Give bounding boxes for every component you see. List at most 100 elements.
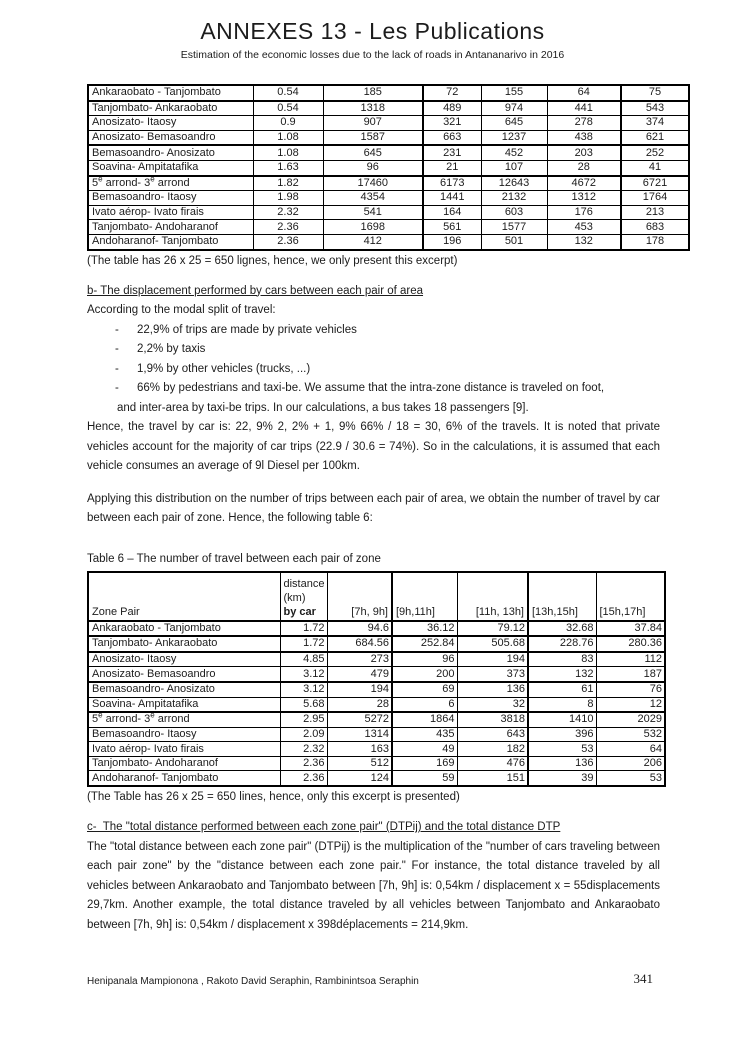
value-cell: 3.12 <box>279 681 328 698</box>
value-cell: 79.12 <box>456 620 529 638</box>
value-cell: 53 <box>595 770 666 787</box>
value-cell: 438 <box>546 129 622 147</box>
value-cell: 41 <box>620 159 690 177</box>
value-cell: 176 <box>546 204 622 221</box>
value-cell: 6721 <box>620 175 690 192</box>
value-cell: 76 <box>595 681 666 698</box>
value-cell: 1.72 <box>279 635 328 653</box>
value-cell: 107 <box>480 159 548 177</box>
value-cell: 373 <box>456 666 529 683</box>
value-cell: 621 <box>620 129 690 147</box>
value-cell: 252.84 <box>391 635 458 653</box>
section-b: b- The displacement performed by cars be… <box>87 282 660 529</box>
zone-pair-cell: Anosizato- Itaosy <box>87 651 281 668</box>
value-cell: 72 <box>422 84 482 102</box>
value-cell: 96 <box>391 651 458 668</box>
table-row: Tanjombato- Andoharanof 2.36 1698 561 1577 45… <box>87 219 690 235</box>
table-row: Andoharanof- Tanjombato 2.36 124 59 151 39 53 <box>87 770 666 787</box>
value-cell: 1864 <box>391 711 458 728</box>
value-cell: 194 <box>326 681 393 698</box>
section-b-paragraph-1: Hence, the travel by car is: 22, 9% 2, 2… <box>87 421 660 473</box>
value-cell: 39 <box>527 770 597 787</box>
value-cell: 1318 <box>322 100 424 117</box>
bullet-item: 1,9% by other vehicles (trucks, ...) <box>87 360 660 380</box>
value-cell: 136 <box>527 755 597 772</box>
hour-slot-header: [15h,17h] <box>595 571 666 622</box>
value-cell: 69 <box>391 681 458 698</box>
value-cell: 1.82 <box>252 175 324 192</box>
value-cell: 412 <box>322 233 424 251</box>
value-cell: 206 <box>595 755 666 772</box>
table-row: 5e arrond- 3e arrond 1.82 17460 6173 12643 46… <box>87 175 690 192</box>
hour-slot-header: [7h, 9h] <box>326 571 393 622</box>
table-row: Tanjombato- Andoharanof 2.36 512 169 476 136 2… <box>87 755 666 772</box>
value-cell: 2.36 <box>279 770 328 787</box>
value-cell: 2.32 <box>252 204 324 221</box>
value-cell: 0.9 <box>252 115 324 131</box>
zone-pair-header: Zone Pair <box>87 571 281 622</box>
value-cell: 32 <box>456 696 529 714</box>
value-cell: 252 <box>620 144 690 161</box>
value-cell: 489 <box>422 100 482 117</box>
value-cell: 213 <box>620 204 690 221</box>
value-cell: 83 <box>527 651 597 668</box>
value-cell: 178 <box>620 233 690 251</box>
zone-pair-cell: Tanjombato- Andoharanof <box>87 755 281 772</box>
zone-pair-cell: Tanjombato- Ankaraobato <box>87 635 281 653</box>
value-cell: 53 <box>527 741 597 757</box>
page-subtitle: Estimation of the economic losses due to… <box>180 49 565 61</box>
value-cell: 321 <box>422 115 482 131</box>
value-cell: 512 <box>326 755 393 772</box>
value-cell: 2029 <box>595 711 666 728</box>
section-b-heading: b- The displacement performed by cars be… <box>87 284 424 297</box>
section-c-paragraph: The "total distance between each zone pa… <box>87 840 660 931</box>
value-cell: 2.09 <box>279 726 328 743</box>
value-cell: 185 <box>322 84 424 102</box>
zone-pair-cell: Bemasoandro- Anosizato <box>87 681 281 698</box>
zone-pair-cell: Bemasoandro- Itaosy <box>87 190 254 206</box>
zone-pair-cell: Andoharanof- Tanjombato <box>87 233 254 251</box>
value-cell: 64 <box>546 84 622 102</box>
trips-per-zone-pair-table: Ankaraobato - Tanjombato 0.54 185 72 155 64 75… <box>87 84 690 251</box>
value-cell: 1.08 <box>252 129 324 147</box>
value-cell: 4354 <box>322 190 424 206</box>
value-cell: 17460 <box>322 175 424 192</box>
value-cell: 4672 <box>546 175 622 192</box>
zone-pair-cell: Anosizato- Bemasoandro <box>87 129 254 147</box>
value-cell: 21 <box>422 159 482 177</box>
table-row: 5e arrond- 3e arrond 2.95 5272 1864 3818 1410… <box>87 711 666 728</box>
value-cell: 645 <box>322 144 424 161</box>
zone-pair-cell: Bemasoandro- Itaosy <box>87 726 281 743</box>
value-cell: 155 <box>480 84 548 102</box>
value-cell: 1698 <box>322 219 424 235</box>
value-cell: 1587 <box>322 129 424 147</box>
value-cell: 396 <box>527 726 597 743</box>
section-b-paragraph-2: Applying this distribution on the number… <box>87 492 660 525</box>
table-row: Anosizato- Itaosy 4.85 273 96 194 83 112 <box>87 651 666 668</box>
table-row: Bemasoandro- Anosizato 3.12 194 69 136 61 76 <box>87 681 666 698</box>
value-cell: 453 <box>546 219 622 235</box>
value-cell: 1577 <box>480 219 548 235</box>
value-cell: 273 <box>326 651 393 668</box>
value-cell: 603 <box>480 204 548 221</box>
value-cell: 96 <box>322 159 424 177</box>
page-title: ANNEXES 13 - Les Publications <box>200 18 545 44</box>
value-cell: 36.12 <box>391 620 458 638</box>
value-cell: 532 <box>595 726 666 743</box>
value-cell: 64 <box>595 741 666 757</box>
value-cell: 196 <box>422 233 482 251</box>
value-cell: 974 <box>480 100 548 117</box>
table-row: Ankaraobato - Tanjombato 0.54 185 72 155 64 75 <box>87 84 690 102</box>
value-cell: 231 <box>422 144 482 161</box>
value-cell: 2.95 <box>279 711 328 728</box>
table-row: Soavina- Ampitatafika 1.63 96 21 107 28 41 <box>87 159 690 177</box>
value-cell: 505.68 <box>456 635 529 653</box>
bullet-item: 22,9% of trips are made by private vehic… <box>87 321 660 341</box>
value-cell: 280.36 <box>595 635 666 653</box>
table6-title: Table 6 – The number of travel between e… <box>87 552 381 565</box>
table-row: Bemasoandro- Itaosy 2.09 1314 435 643 396 532 <box>87 726 666 743</box>
value-cell: 476 <box>456 755 529 772</box>
zone-pair-cell: Ivato aérop- Ivato firais <box>87 741 281 757</box>
zone-pair-cell: Soavina- Ampitatafika <box>87 696 281 714</box>
hour-slot-header: [13h,15h] <box>527 571 597 622</box>
